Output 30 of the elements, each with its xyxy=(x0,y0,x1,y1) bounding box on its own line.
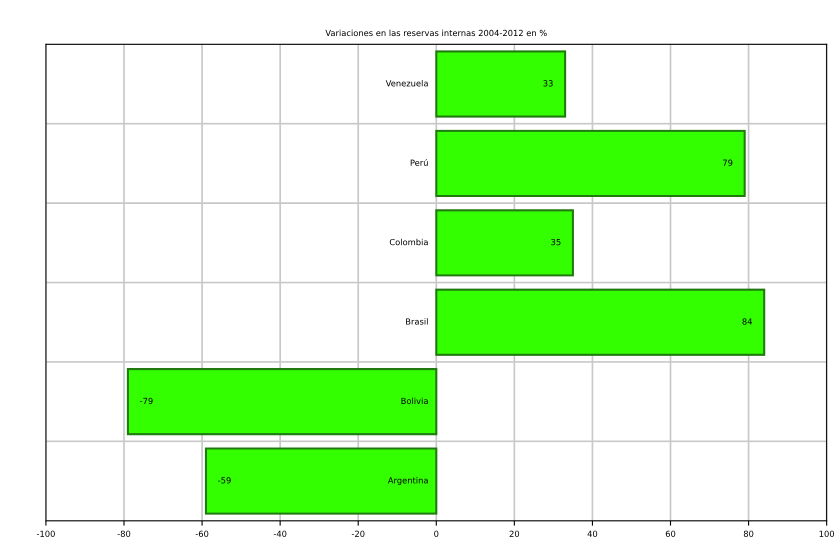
bar xyxy=(435,209,574,276)
y-tick-label: Venezuela xyxy=(386,80,428,86)
x-tick-label: 60 xyxy=(666,530,676,537)
x-tick-label: 20 xyxy=(510,530,520,537)
y-tick-label: Argentina xyxy=(388,477,428,486)
data-label: -59 xyxy=(218,477,231,484)
bar xyxy=(435,288,766,356)
chart-title: Variaciones en las reservas internas 2004-2012 en % xyxy=(325,30,547,36)
x-tick-label: -100 xyxy=(36,530,55,537)
x-tick-label: -80 xyxy=(118,530,130,537)
data-label: -79 xyxy=(140,398,153,404)
bar xyxy=(435,130,746,198)
data-label: 84 xyxy=(742,318,752,325)
y-tick-label: Brasil xyxy=(406,318,428,325)
y-tick-label: Perú xyxy=(410,159,428,166)
x-tick-label: 100 xyxy=(820,530,834,537)
y-tick-label: Colombia xyxy=(390,238,428,246)
x-tick-label: -40 xyxy=(274,530,286,537)
bar xyxy=(126,368,438,436)
data-label: 33 xyxy=(543,80,553,86)
bar xyxy=(204,447,438,515)
x-tick-label: 80 xyxy=(744,530,754,537)
y-tick-label: Bolivia xyxy=(401,398,428,404)
x-tick-label: -60 xyxy=(196,530,208,537)
data-label: 79 xyxy=(723,160,732,166)
data-label: 35 xyxy=(551,238,560,246)
x-tick-label: 0 xyxy=(434,530,438,537)
x-tick-label: 40 xyxy=(588,530,598,537)
bar xyxy=(435,50,566,118)
x-tick-label: -20 xyxy=(352,530,364,537)
